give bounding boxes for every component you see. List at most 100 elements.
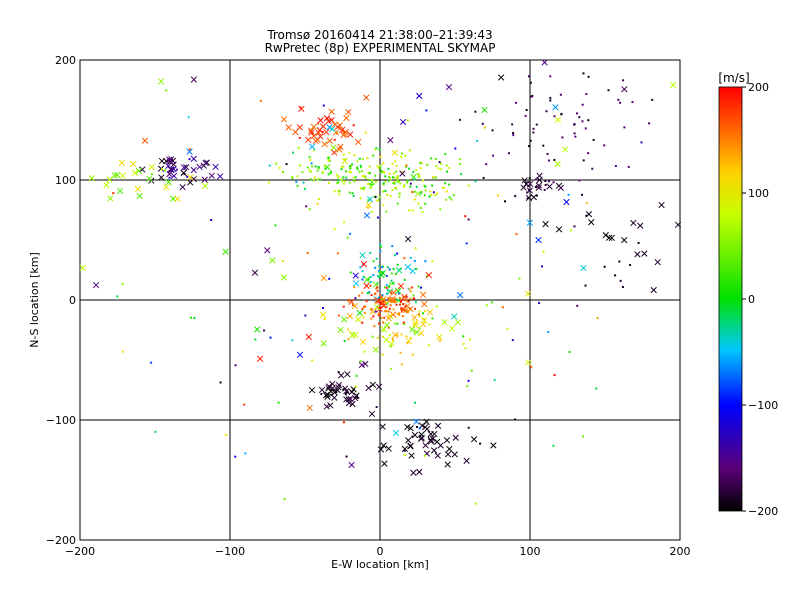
echo-marker-cross [391,149,398,156]
echo-marker-cross [526,219,534,226]
colorbar-ticks: 200 100 0 −100 −200 [742,81,778,518]
echo-marker-dot [263,329,266,332]
echo-marker-dot [403,449,406,452]
echo-marker-cross [541,59,548,66]
echo-marker-dot [578,116,581,119]
echo-marker-dot [386,302,389,305]
echo-marker-dot [378,300,381,303]
echo-marker-cross [345,109,352,116]
echo-marker-dot [438,339,441,342]
echo-marker-dot [470,369,473,372]
echo-marker-cross [320,123,327,130]
echo-marker-dot [348,170,351,173]
echo-marker-dot [424,202,427,205]
echo-marker-dot [358,170,361,173]
echo-marker-dot [445,190,448,193]
echo-marker-dot [376,286,379,289]
echo-marker-cross [134,185,142,193]
echo-marker-cross [359,252,366,259]
echo-marker-dot [345,391,348,394]
echo-marker-cross [327,388,335,395]
echo-marker-cross [111,172,118,179]
echo-marker-dot [407,119,410,122]
echo-marker-cross [343,387,350,395]
echo-marker-dot [374,292,377,295]
echo-marker-dot [524,182,527,185]
echo-marker-cross [329,125,336,133]
echo-marker-cross [320,340,327,347]
echo-marker-dot [308,208,311,211]
echo-marker-dot [631,101,634,104]
echo-marker-cross [308,386,316,394]
echo-marker-dot [422,318,425,321]
echo-marker-cross [425,271,432,279]
echo-marker-cross [395,267,403,274]
echo-marker-dot [309,178,312,181]
echo-marker-dot [619,101,622,104]
echo-marker-cross [409,326,416,333]
echo-marker-cross [208,172,215,179]
echo-marker-dot [464,347,467,350]
echo-marker-cross [546,183,553,190]
echo-marker-dot [405,165,408,168]
echo-marker-dot [431,317,434,320]
echo-marker-dot [161,168,164,171]
echo-marker-dot [365,300,368,303]
echo-marker-dot [391,245,394,248]
echo-marker-dot [354,176,357,179]
echo-marker-dot [383,300,386,303]
echo-marker-cross [399,170,406,177]
echo-marker-cross [317,133,324,140]
echo-marker-dot [511,123,514,126]
echo-marker-dot [388,307,391,310]
title-group: Tromsø 20160414 21:38:00–21:39:43 RwPret… [265,28,496,55]
echo-marker-dot [394,254,397,257]
echo-marker-cross [335,381,343,389]
echo-marker-dot [393,322,396,325]
echo-marker-cross [380,326,388,333]
echo-marker-cross [329,380,336,388]
echo-marker-cross [608,234,616,242]
echo-marker-dot [359,266,362,269]
echo-marker-dot [387,179,390,182]
echo-marker-dot [529,81,532,84]
echo-marker-dot [372,183,375,186]
echo-marker-cross [416,92,423,100]
echo-marker-dot [395,303,398,306]
echo-marker-dot [360,166,363,169]
echo-marker-dot [381,298,384,301]
echo-marker-dot [413,190,416,193]
echo-marker-dot [291,177,294,180]
echo-marker-cross [390,289,397,296]
echo-marker-dot [405,310,408,313]
echo-marker-dot [112,192,115,195]
echo-marker-cross [412,319,419,326]
echo-marker-cross [373,304,381,311]
echo-marker-cross [166,170,173,178]
echo-marker-dot [450,198,453,201]
echo-marker-dot [435,176,438,179]
echo-marker-dot [614,165,617,168]
echo-marker-dot [418,310,421,313]
echo-marker-dot [330,393,333,396]
echo-marker-dot [314,165,317,168]
echo-marker-cross [451,313,458,320]
echo-marker-cross [363,94,370,101]
echo-marker-dot [466,385,469,388]
echo-marker-dot [543,188,546,191]
echo-marker-dot [567,193,570,196]
echo-marker-dot [552,444,555,447]
echo-marker-dot [395,164,398,167]
echo-marker-dot [362,316,365,319]
echo-marker-dot [400,307,403,310]
echo-marker-dot [298,164,301,167]
echo-marker-dot [398,296,401,299]
echo-marker-dot [378,195,381,198]
echo-marker-dot [467,218,470,221]
echo-marker-dot [295,180,298,183]
echo-marker-dot [389,282,392,285]
echo-marker-dot [210,219,213,222]
echo-marker-dot [387,310,390,313]
echo-marker-dot [415,169,418,172]
echo-marker-cross [341,130,348,138]
